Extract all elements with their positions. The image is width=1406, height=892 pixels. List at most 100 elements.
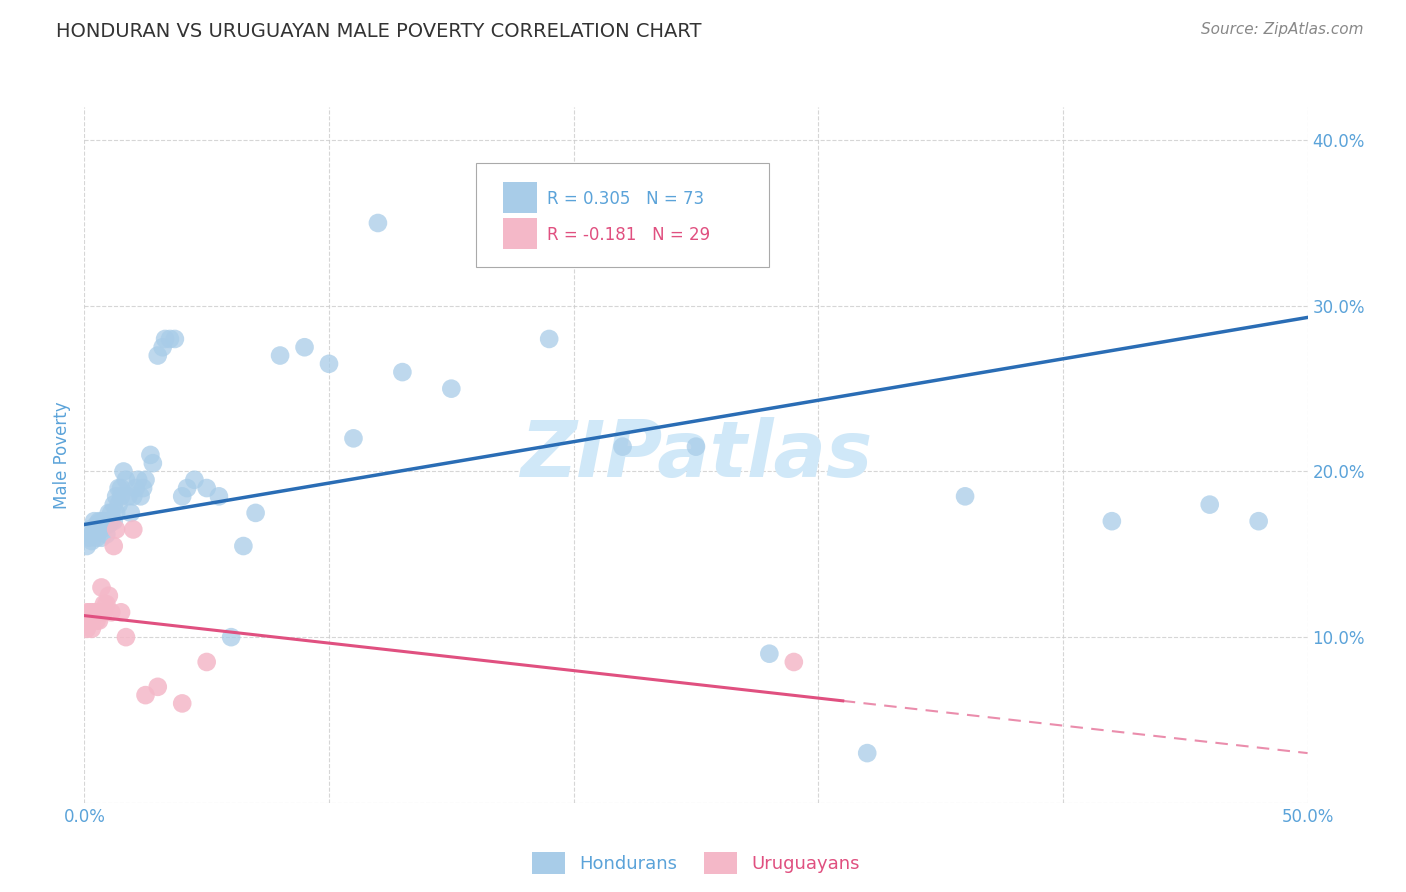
- Point: [489, 241, 512, 255]
- Point: [100, 605, 122, 619]
- Point: [97, 517, 120, 532]
- Point: [538, 332, 561, 346]
- Point: [97, 514, 120, 528]
- Point: [135, 688, 157, 702]
- Point: [80, 534, 103, 549]
- Point: [80, 622, 103, 636]
- Point: [685, 440, 707, 454]
- Point: [367, 216, 389, 230]
- Point: [77, 523, 100, 537]
- Point: [87, 614, 110, 628]
- Point: [127, 473, 149, 487]
- Point: [100, 514, 122, 528]
- Point: [83, 523, 105, 537]
- Point: [440, 382, 463, 396]
- Point: [318, 357, 340, 371]
- FancyBboxPatch shape: [503, 182, 537, 213]
- Point: [232, 539, 254, 553]
- Point: [208, 489, 231, 503]
- Point: [90, 581, 112, 595]
- Point: [391, 365, 413, 379]
- Point: [172, 489, 194, 503]
- Point: [87, 605, 110, 619]
- Point: [86, 517, 108, 532]
- Point: [76, 539, 98, 553]
- Point: [152, 340, 174, 354]
- Point: [132, 481, 155, 495]
- Point: [112, 465, 135, 479]
- Point: [159, 332, 181, 346]
- Point: [269, 349, 291, 363]
- Point: [125, 481, 148, 495]
- Point: [90, 514, 112, 528]
- Point: [100, 506, 122, 520]
- Point: [122, 489, 145, 503]
- Point: [142, 456, 165, 470]
- Point: [135, 473, 157, 487]
- Point: [96, 527, 118, 541]
- Point: [183, 473, 205, 487]
- Point: [86, 614, 108, 628]
- Point: [139, 448, 162, 462]
- Point: [146, 680, 169, 694]
- Point: [294, 340, 316, 354]
- Point: [342, 431, 364, 445]
- Point: [107, 498, 129, 512]
- Point: [146, 349, 169, 363]
- Point: [80, 527, 103, 541]
- Point: [103, 514, 125, 528]
- Point: [953, 489, 976, 503]
- Point: [176, 481, 198, 495]
- Point: [103, 498, 125, 512]
- Point: [195, 481, 218, 495]
- Point: [105, 523, 128, 537]
- Point: [1247, 514, 1270, 528]
- Point: [115, 473, 138, 487]
- Text: Source: ZipAtlas.com: Source: ZipAtlas.com: [1201, 22, 1364, 37]
- Text: R = -0.181   N = 29: R = -0.181 N = 29: [547, 226, 710, 244]
- Point: [90, 523, 112, 537]
- Point: [90, 531, 112, 545]
- Point: [219, 630, 242, 644]
- Point: [77, 605, 100, 619]
- Point: [83, 605, 105, 619]
- Point: [80, 605, 103, 619]
- Point: [96, 597, 118, 611]
- Point: [93, 514, 115, 528]
- Point: [110, 481, 132, 495]
- Point: [96, 517, 118, 532]
- FancyBboxPatch shape: [503, 219, 537, 249]
- Point: [129, 489, 152, 503]
- Point: [93, 605, 115, 619]
- Point: [76, 622, 98, 636]
- Point: [80, 614, 103, 628]
- Point: [86, 605, 108, 619]
- Point: [1198, 498, 1220, 512]
- Point: [83, 514, 105, 528]
- Point: [110, 489, 132, 503]
- Point: [77, 531, 100, 545]
- Y-axis label: Male Poverty: Male Poverty: [53, 401, 72, 508]
- Point: [77, 614, 100, 628]
- Point: [115, 630, 138, 644]
- Point: [612, 440, 634, 454]
- Point: [153, 332, 176, 346]
- Text: ZIPatlas: ZIPatlas: [520, 417, 872, 493]
- Point: [122, 523, 145, 537]
- FancyBboxPatch shape: [475, 162, 769, 267]
- Point: [163, 332, 186, 346]
- Point: [76, 605, 98, 619]
- Point: [86, 531, 108, 545]
- Point: [93, 597, 115, 611]
- Point: [87, 514, 110, 528]
- Point: [120, 506, 142, 520]
- Point: [103, 539, 125, 553]
- Text: HONDURAN VS URUGUAYAN MALE POVERTY CORRELATION CHART: HONDURAN VS URUGUAYAN MALE POVERTY CORRE…: [56, 22, 702, 41]
- Point: [97, 589, 120, 603]
- Point: [93, 517, 115, 532]
- Point: [90, 605, 112, 619]
- Point: [105, 506, 128, 520]
- Point: [783, 655, 806, 669]
- Point: [172, 697, 194, 711]
- Point: [245, 506, 267, 520]
